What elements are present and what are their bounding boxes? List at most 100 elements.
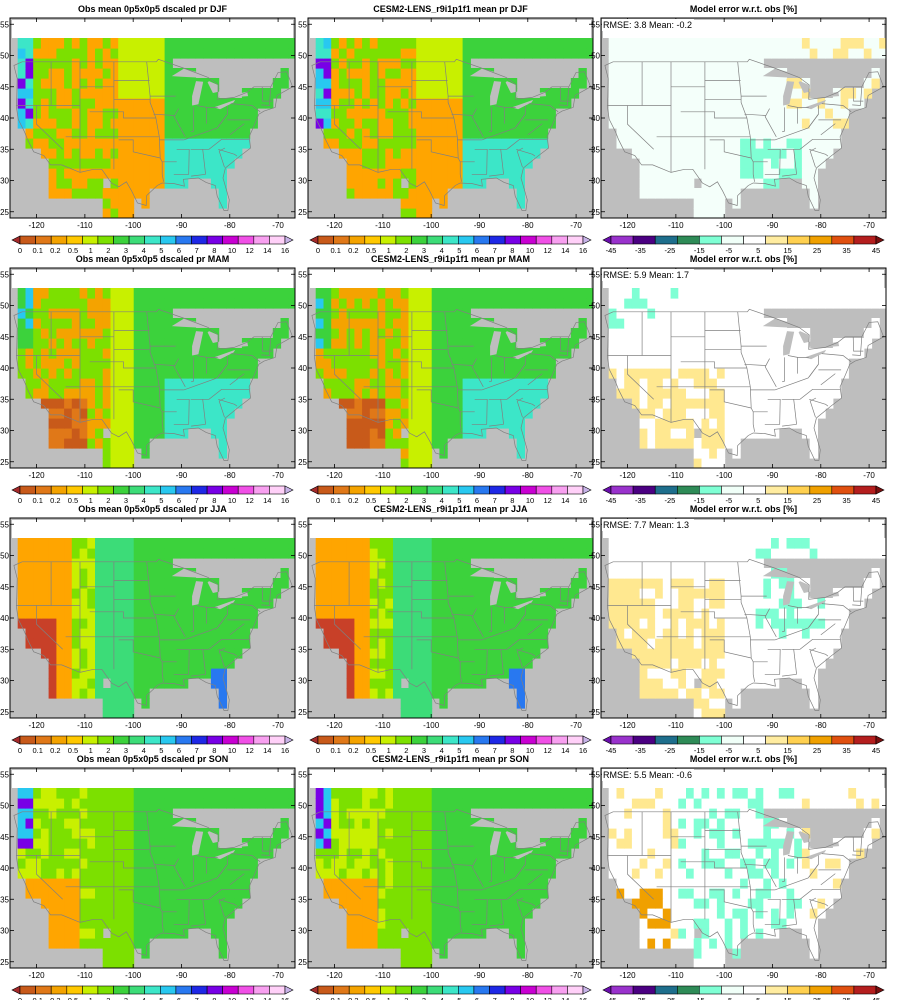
lat-tick-label: 40: [0, 364, 9, 373]
field-cell: [763, 288, 771, 299]
field-cell: [126, 38, 134, 49]
field-cell: [548, 358, 556, 369]
colorbar-swatch: [51, 486, 67, 494]
field-cell: [794, 538, 802, 549]
field-cell: [401, 588, 409, 599]
field-cell: [80, 638, 88, 649]
field-cell: [517, 118, 525, 129]
field-cell: [18, 48, 26, 59]
field-cell: [141, 368, 149, 379]
field-cell: [56, 108, 64, 119]
field-cell: [370, 318, 378, 329]
field-cell: [756, 38, 764, 49]
field-cell: [165, 648, 173, 659]
field-cell: [95, 348, 103, 359]
field-cell: [416, 108, 424, 119]
field-cell: [111, 88, 119, 99]
field-cell: [385, 388, 393, 399]
field-cell: [663, 38, 671, 49]
field-cell: [72, 58, 80, 69]
field-cell: [740, 328, 748, 339]
field-cell: [647, 688, 655, 699]
lon-tick-label: -90: [474, 221, 486, 230]
field-cell: [95, 108, 103, 119]
field-cell: [640, 118, 648, 129]
field-cell: [825, 358, 833, 369]
field-cell: [80, 368, 88, 379]
field-cell: [347, 558, 355, 569]
field-cell: [686, 538, 694, 549]
field-cell: [370, 618, 378, 629]
lon-tick-label: -80: [815, 221, 827, 230]
field-cell: [763, 538, 771, 549]
field-cell: [810, 198, 818, 209]
field-cell: [409, 388, 417, 399]
field-cell: [409, 108, 417, 119]
field-cell: [281, 328, 289, 339]
lon-tick-label: -120: [327, 471, 344, 480]
field-cell: [370, 658, 378, 669]
field-cell: [424, 358, 432, 369]
field-cell: [833, 548, 841, 559]
field-cell: [725, 68, 733, 79]
field-cell: [33, 368, 41, 379]
field-cell: [347, 538, 355, 549]
field-cell: [196, 288, 204, 299]
field-cell: [354, 678, 362, 689]
field-cell: [671, 58, 679, 69]
field-cell: [678, 608, 686, 619]
field-cell: [424, 318, 432, 329]
field-cell: [103, 688, 111, 699]
colorbar-label: 0.2: [348, 746, 358, 755]
field-cell: [709, 688, 717, 699]
field-cell: [463, 88, 471, 99]
field-cell: [331, 98, 339, 109]
field-cell: [439, 668, 447, 679]
field-cell: [478, 668, 486, 679]
field-cell: [401, 48, 409, 59]
field-cell: [409, 418, 417, 429]
field-cell: [439, 88, 447, 99]
field-cell: [103, 308, 111, 319]
field-cell: [647, 598, 655, 609]
field-cell: [663, 408, 671, 419]
field-cell: [548, 108, 556, 119]
field-cell: [655, 678, 663, 689]
field-cell: [111, 458, 119, 469]
field-cell: [165, 128, 173, 139]
field-cell: [470, 38, 478, 49]
field-cell: [149, 558, 157, 569]
field-cell: [470, 168, 478, 179]
field-cell: [80, 548, 88, 559]
field-cell: [509, 288, 517, 299]
field-cell: [663, 368, 671, 379]
field-cell: [848, 338, 856, 349]
field-cell: [817, 128, 825, 139]
field-cell: [126, 158, 134, 169]
field-cell: [347, 358, 355, 369]
field-cell: [517, 688, 525, 699]
field-cell: [647, 338, 655, 349]
field-cell: [424, 368, 432, 379]
field-cell: [647, 428, 655, 439]
field-cell: [409, 688, 417, 699]
field-cell: [378, 438, 386, 449]
field-cell: [748, 618, 756, 629]
field-cell: [378, 408, 386, 419]
colorbar-label: 35: [842, 246, 850, 255]
field-cell: [709, 648, 717, 659]
field-cell: [141, 388, 149, 399]
field-cell: [41, 48, 49, 59]
field-cell: [686, 118, 694, 129]
field-cell: [134, 668, 142, 679]
field-cell: [273, 78, 281, 89]
field-cell: [563, 588, 571, 599]
field-cell: [439, 198, 447, 209]
field-cell: [64, 38, 72, 49]
field-cell: [671, 288, 679, 299]
field-cell: [331, 358, 339, 369]
field-cell: [771, 608, 779, 619]
field-cell: [655, 368, 663, 379]
field-cell: [439, 298, 447, 309]
